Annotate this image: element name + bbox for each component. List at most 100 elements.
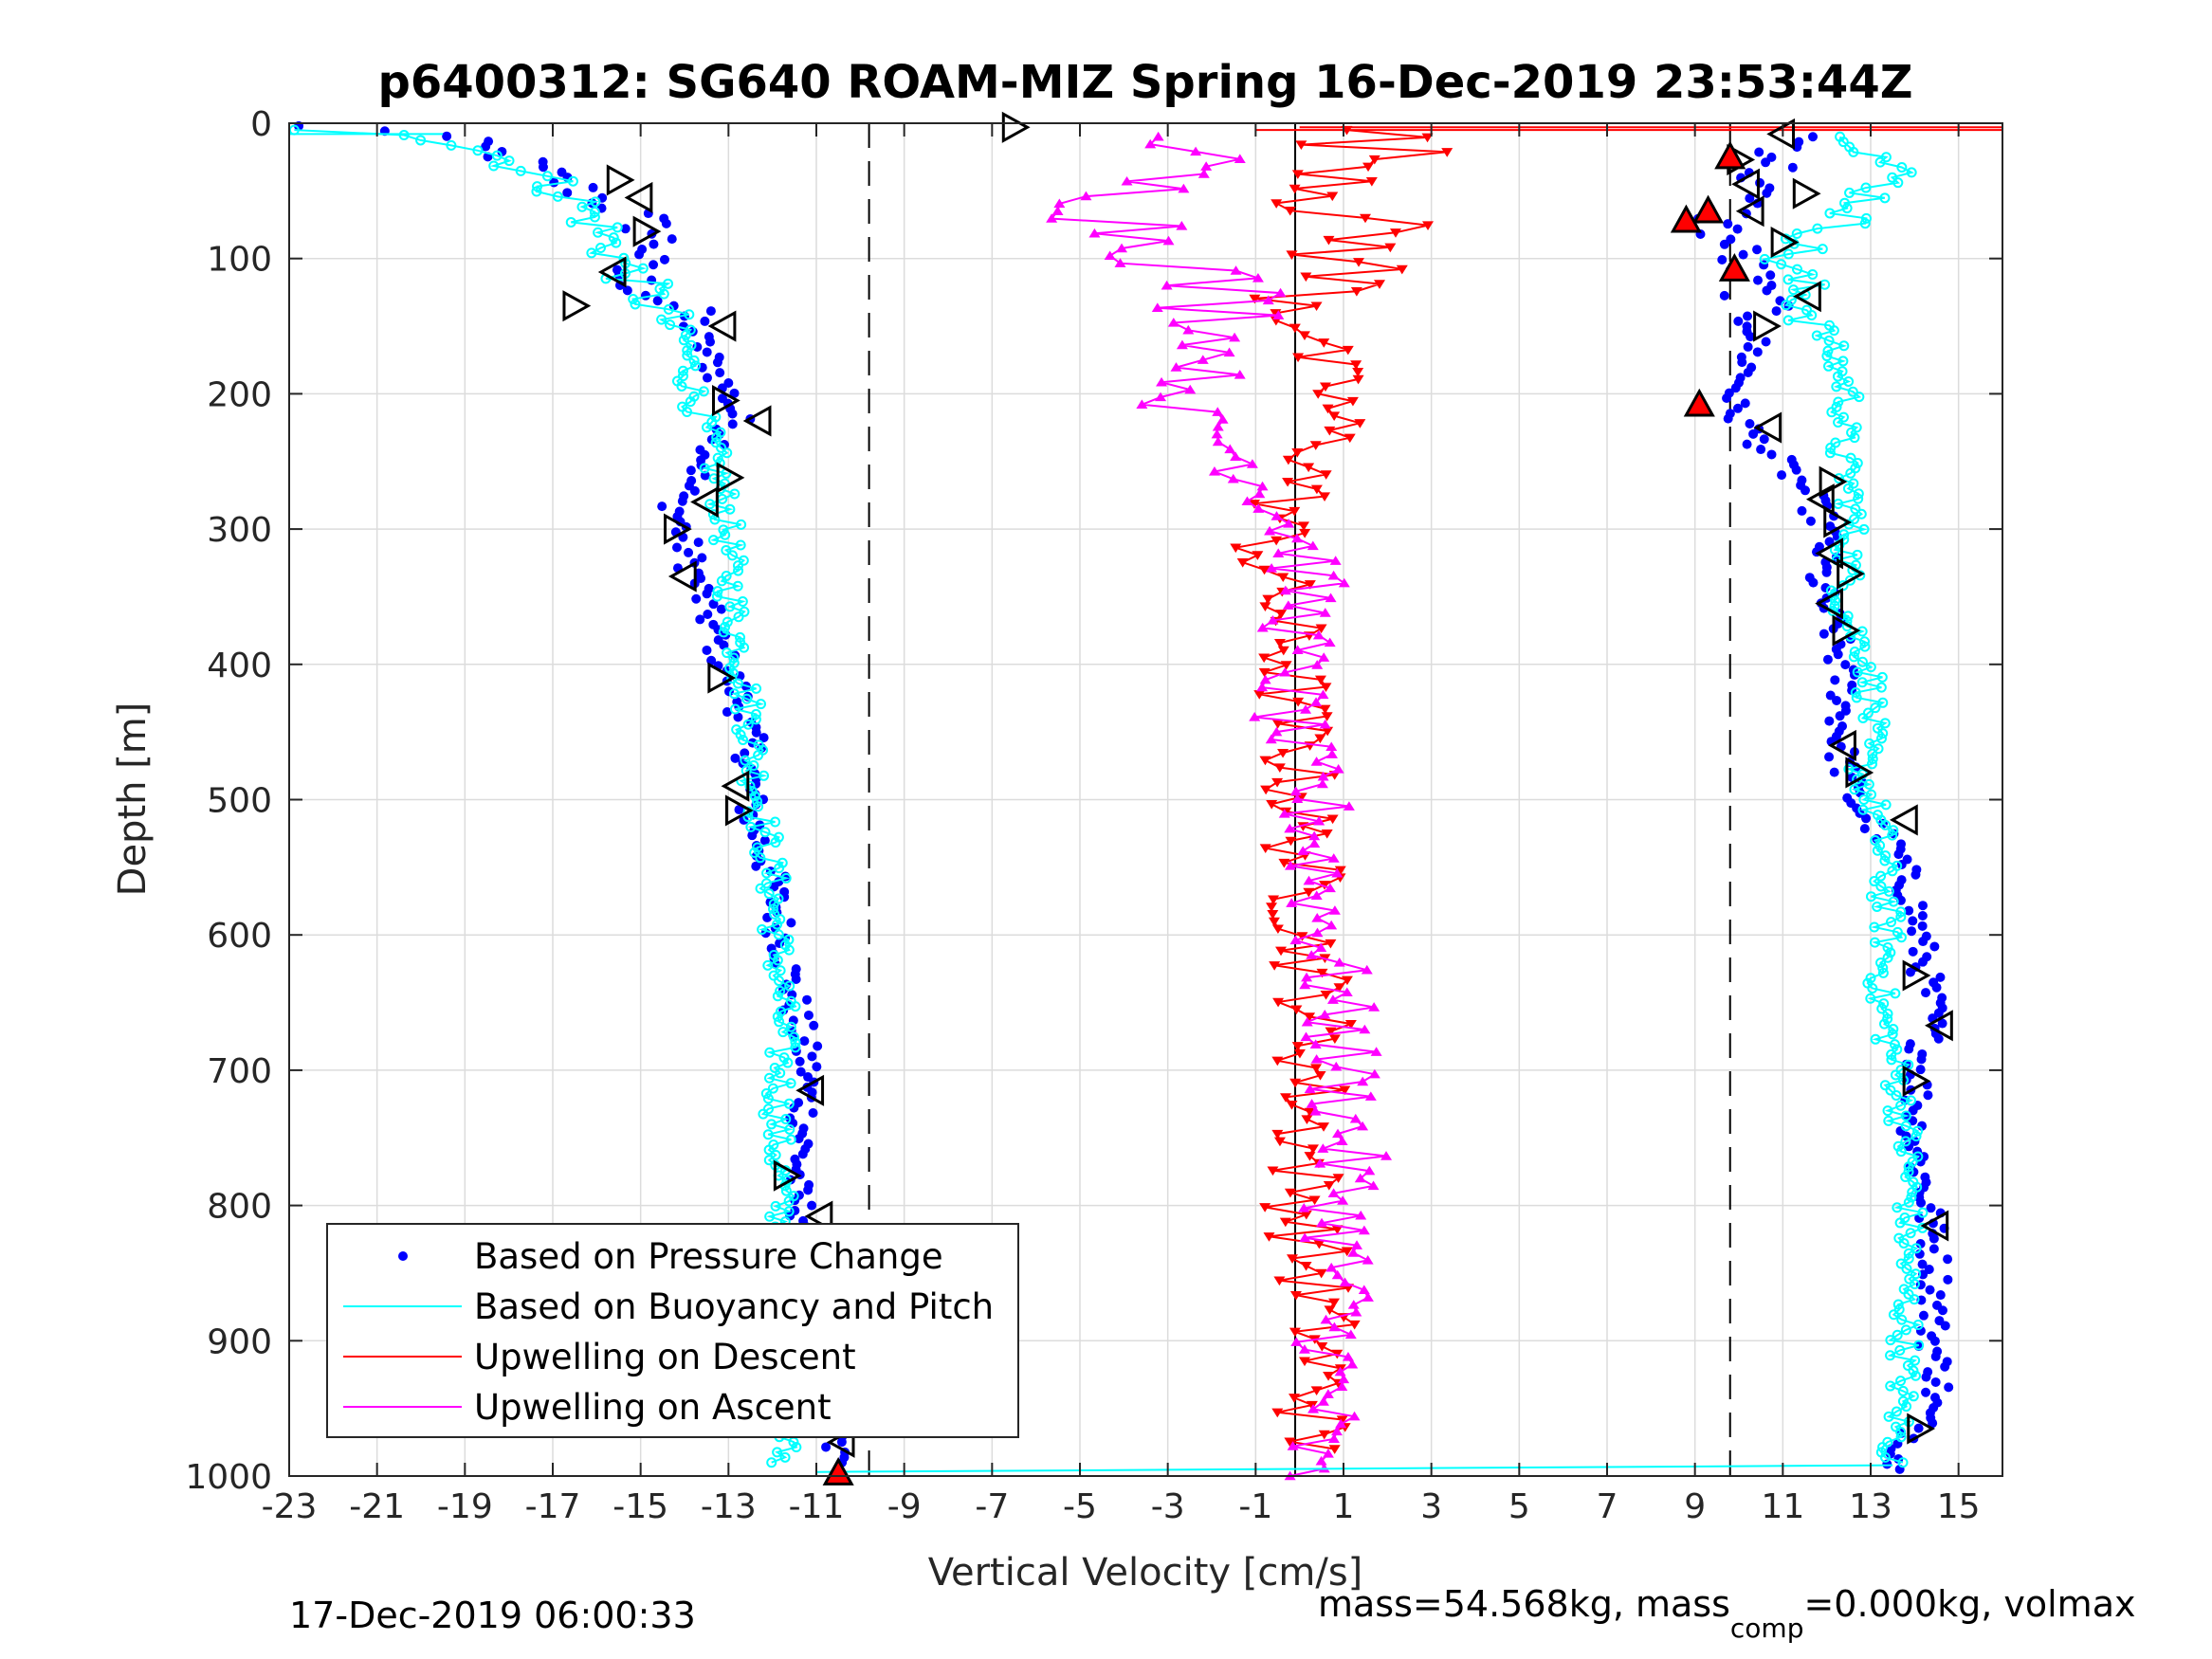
data-point bbox=[567, 175, 578, 187]
data-point bbox=[628, 294, 639, 305]
data-point bbox=[1272, 548, 1285, 557]
data-point bbox=[1336, 1415, 1348, 1425]
data-point bbox=[755, 883, 766, 894]
x-tick-label: 11 bbox=[1761, 1487, 1804, 1526]
data-point bbox=[1850, 503, 1861, 515]
mass-text-main: mass=54.568kg, mass bbox=[1318, 1583, 1730, 1625]
data-point bbox=[1272, 997, 1285, 1008]
data-point bbox=[1331, 867, 1344, 878]
data-point bbox=[755, 852, 766, 864]
data-point bbox=[1903, 1253, 1914, 1265]
data-point bbox=[1314, 1071, 1326, 1081]
data-point bbox=[1873, 743, 1884, 755]
data-point bbox=[630, 299, 641, 310]
data-point bbox=[1754, 147, 1764, 157]
data-point bbox=[1905, 1228, 1916, 1239]
data-point bbox=[1826, 407, 1837, 418]
data-point bbox=[682, 345, 693, 356]
data-point bbox=[759, 827, 771, 838]
data-point bbox=[734, 805, 744, 815]
y-tick-label: 900 bbox=[207, 1322, 272, 1361]
data-point bbox=[1295, 140, 1307, 150]
data-point bbox=[1908, 1391, 1919, 1402]
data-point bbox=[1300, 1210, 1312, 1220]
data-point bbox=[1300, 704, 1312, 714]
data-point bbox=[1354, 419, 1366, 428]
data-point bbox=[1325, 741, 1338, 752]
data-point bbox=[1858, 523, 1870, 535]
data-point bbox=[1306, 1400, 1318, 1411]
data-point bbox=[588, 182, 598, 192]
data-point bbox=[1857, 712, 1869, 723]
data-point bbox=[1341, 987, 1353, 997]
data-point bbox=[747, 830, 758, 841]
data-point bbox=[1314, 1158, 1326, 1168]
data-point bbox=[1839, 197, 1851, 209]
data-point bbox=[1380, 1151, 1393, 1160]
data-point bbox=[1272, 310, 1285, 319]
data-point bbox=[1900, 1121, 1911, 1132]
data-point bbox=[1943, 1254, 1953, 1265]
data-point bbox=[1277, 748, 1289, 758]
data-point bbox=[1907, 1187, 1918, 1198]
data-point bbox=[1882, 1013, 1893, 1025]
footer: 17-Dec-2019 06:00:33 mass=54.568kg, mass… bbox=[289, 1583, 2135, 1644]
data-point bbox=[1267, 910, 1279, 920]
data-point bbox=[1847, 386, 1858, 397]
data-point bbox=[1253, 690, 1266, 700]
data-point bbox=[1866, 758, 1877, 770]
data-point bbox=[712, 452, 723, 464]
data-point bbox=[783, 1195, 795, 1207]
data-point bbox=[1717, 255, 1728, 265]
x-axis-ticks: -23 -21 -19 -17 -15 -13 -11 -9 -7 -5 -3 -1 1 3 5 7 9 11 13… bbox=[262, 123, 1981, 1526]
data-point bbox=[1805, 516, 1816, 526]
data-point bbox=[1336, 1381, 1348, 1392]
open-triangle-marker bbox=[1731, 168, 1760, 200]
data-point bbox=[712, 586, 723, 597]
data-point bbox=[1307, 1403, 1320, 1413]
data-point bbox=[770, 816, 781, 828]
data-point bbox=[1311, 660, 1324, 669]
data-point bbox=[649, 260, 659, 270]
data-point bbox=[1898, 1237, 1910, 1249]
data-point bbox=[1324, 637, 1336, 647]
data-point bbox=[1310, 1064, 1323, 1073]
data-point bbox=[1197, 355, 1209, 364]
data-point bbox=[1323, 1371, 1335, 1381]
mass-text-subscript: comp bbox=[1730, 1613, 1804, 1644]
data-point bbox=[1856, 508, 1867, 520]
data-point bbox=[1885, 1449, 1895, 1459]
data-point bbox=[1328, 411, 1341, 421]
data-point bbox=[1821, 567, 1832, 577]
data-point bbox=[1355, 1210, 1367, 1220]
data-point bbox=[1271, 726, 1283, 737]
data-point bbox=[1155, 392, 1167, 402]
data-point bbox=[692, 342, 703, 353]
data-point bbox=[712, 357, 722, 368]
data-point bbox=[1900, 1136, 1911, 1147]
data-point bbox=[699, 463, 710, 474]
data-point bbox=[1301, 972, 1313, 982]
data-point bbox=[1289, 1290, 1302, 1301]
data-point bbox=[1931, 982, 1942, 993]
data-point bbox=[1791, 264, 1802, 275]
data-point bbox=[1336, 1136, 1348, 1146]
data-point bbox=[1319, 608, 1331, 617]
data-point bbox=[1121, 175, 1133, 186]
data-point bbox=[1347, 1300, 1360, 1309]
data-point bbox=[722, 447, 733, 459]
data-point bbox=[1321, 829, 1333, 839]
data-point bbox=[1723, 219, 1733, 229]
y-tick-label: 500 bbox=[207, 782, 272, 821]
data-point bbox=[791, 1442, 802, 1453]
data-point bbox=[1823, 360, 1835, 372]
data-point bbox=[1923, 1090, 1933, 1101]
data-point bbox=[782, 1057, 794, 1068]
data-point bbox=[795, 1066, 806, 1077]
data-point bbox=[705, 306, 716, 317]
data-point bbox=[1913, 1340, 1925, 1351]
data-point bbox=[1845, 467, 1856, 479]
chart-title: p6400312: SG640 ROAM-MIZ Spring 16-Dec-2… bbox=[377, 56, 1912, 109]
data-point bbox=[1730, 383, 1741, 393]
